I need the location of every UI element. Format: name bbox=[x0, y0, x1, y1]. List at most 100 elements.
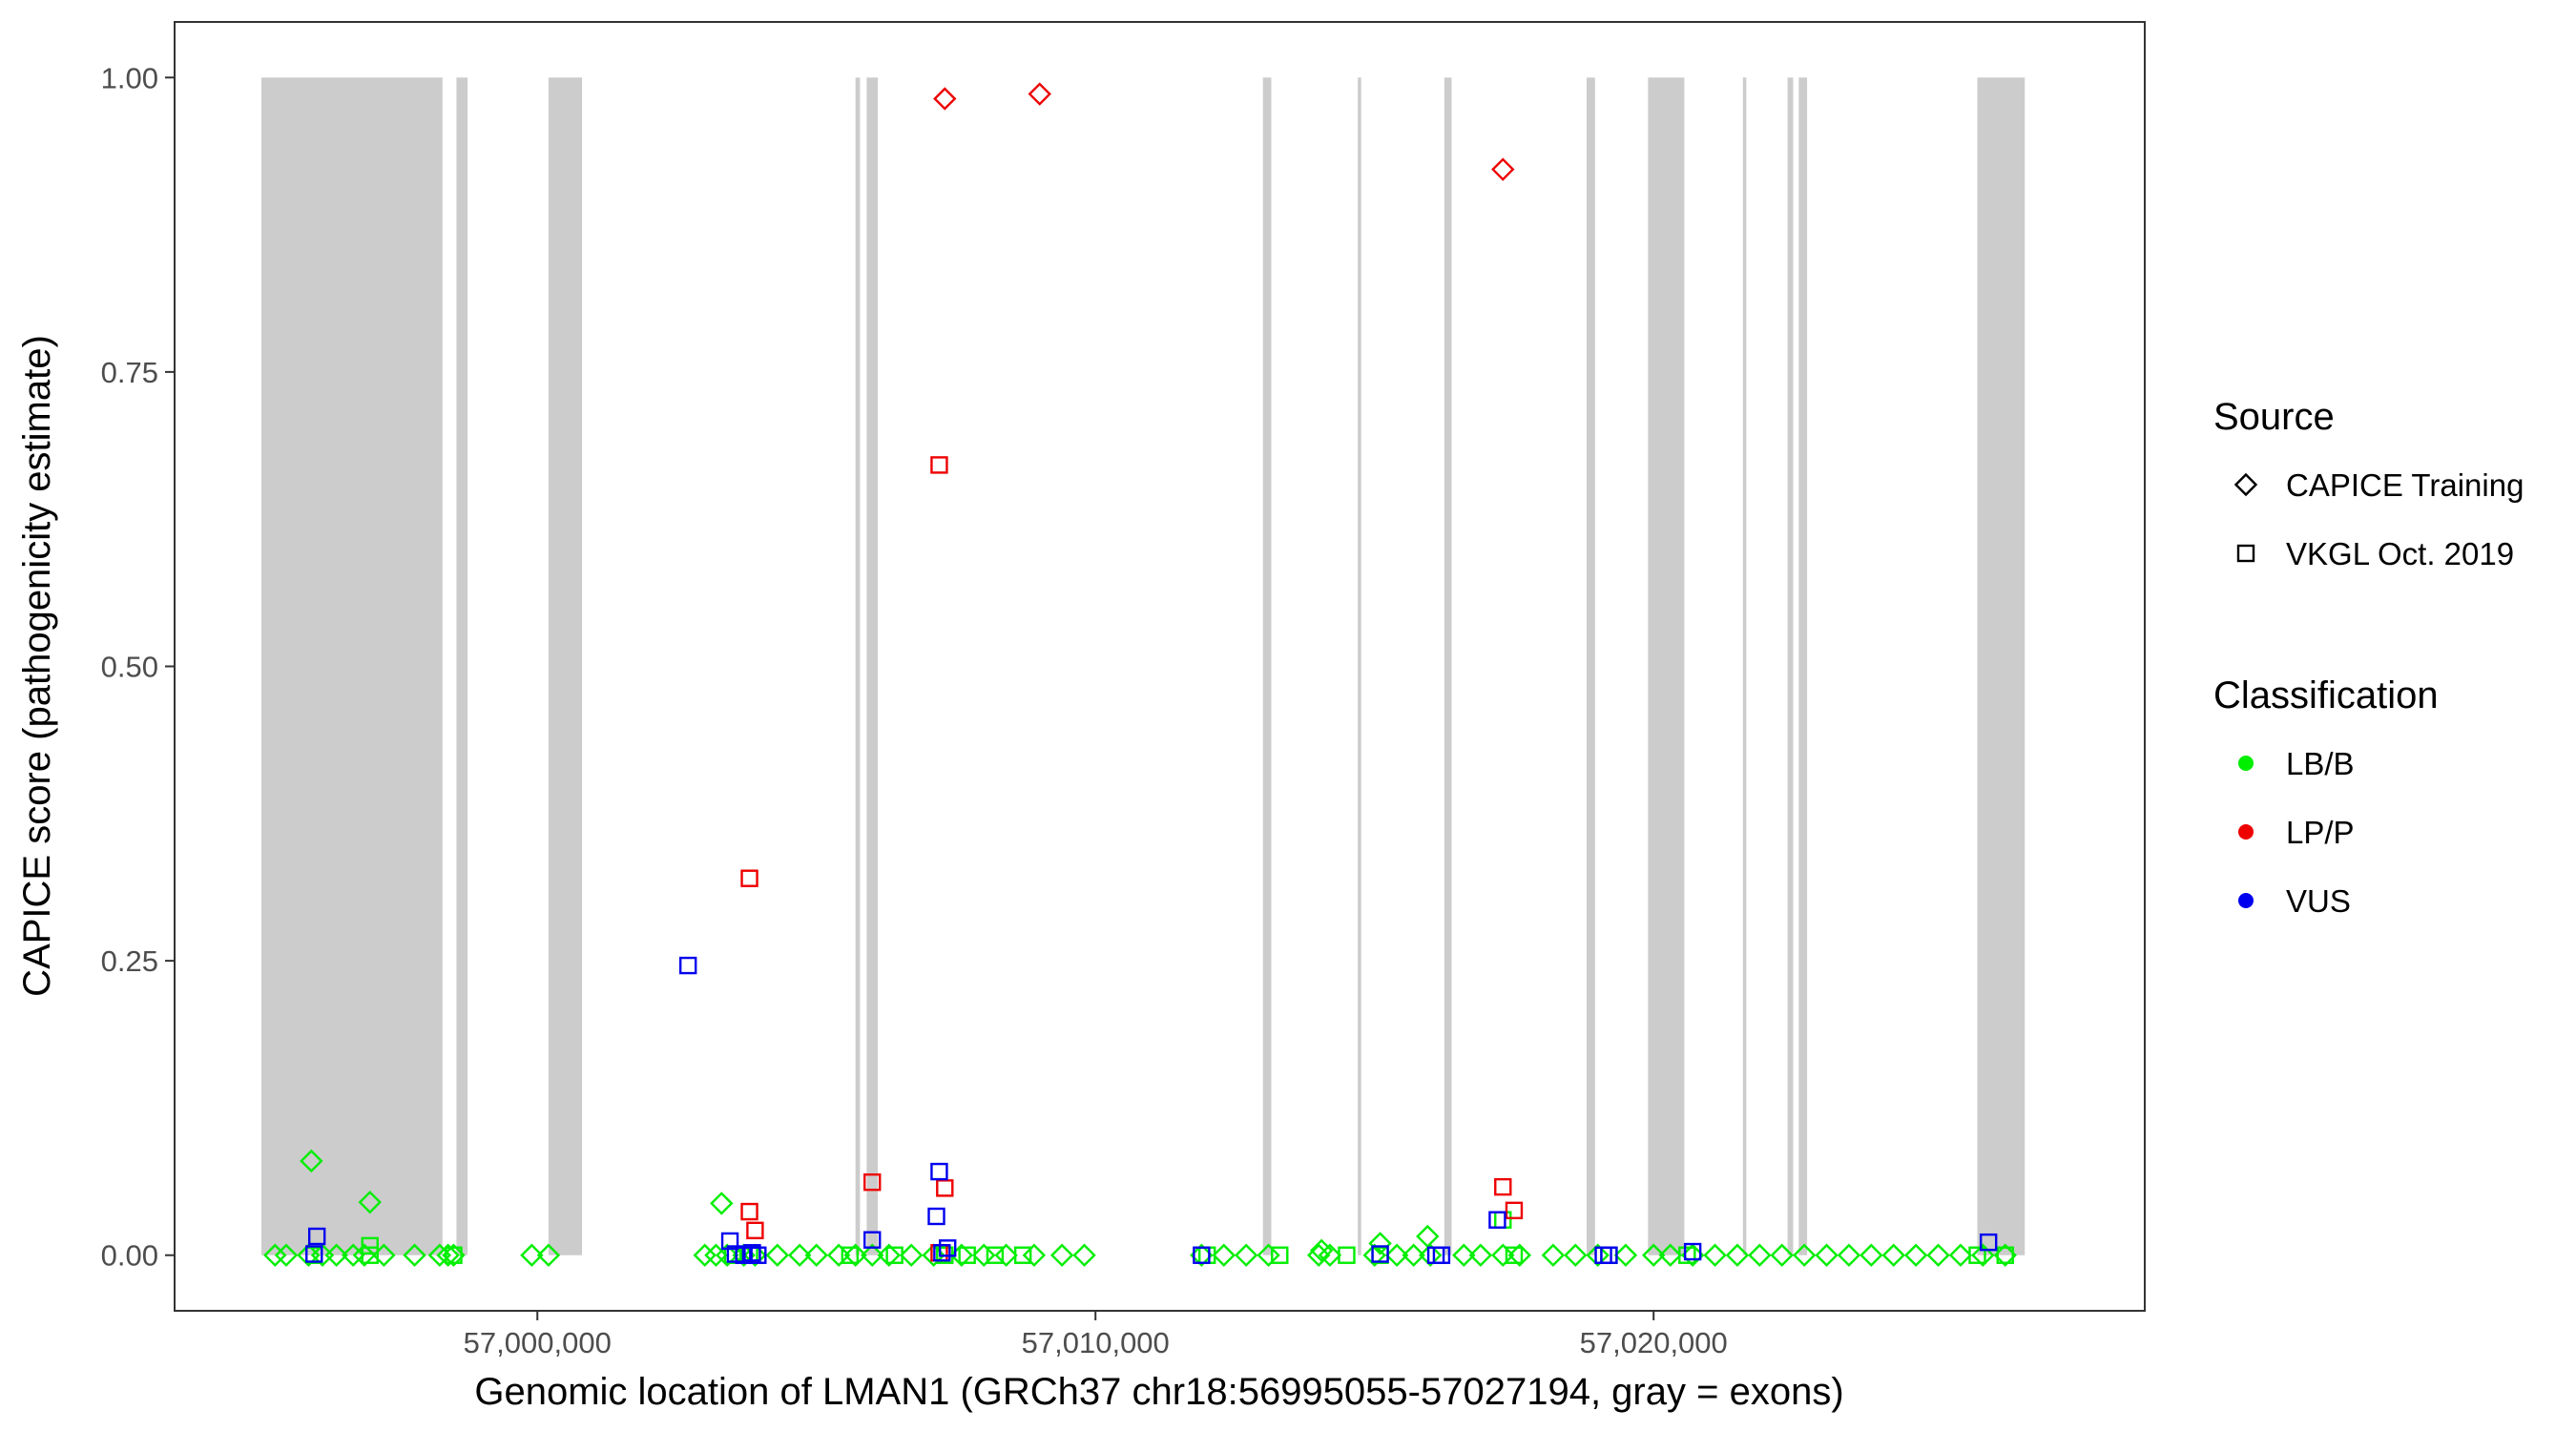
data-point-lbb-diamond bbox=[1703, 1243, 1727, 1267]
data-point-vus-square bbox=[933, 1244, 951, 1262]
legend-color-dot bbox=[2238, 756, 2254, 771]
data-point-lbb-diamond bbox=[1072, 1243, 1096, 1267]
legend-class-label: LP/P bbox=[2286, 815, 2355, 850]
axis-layer: 0.00 0.25 0.50 0.75 1.00 57,000,000 57,010,000… bbox=[101, 61, 1728, 1359]
y-tick-label: 0.25 bbox=[101, 944, 158, 978]
exon-bar bbox=[1262, 77, 1272, 1255]
data-point-vus-square bbox=[749, 1246, 767, 1264]
data-point-lbb-diamond bbox=[1837, 1243, 1861, 1267]
legend-class-label: LB/B bbox=[2286, 746, 2355, 781]
data-point-lbb-square bbox=[361, 1236, 379, 1255]
data-point-lbb-diamond bbox=[1658, 1243, 1682, 1267]
data-point-lbb-diamond bbox=[704, 1243, 728, 1267]
exon-bar bbox=[548, 77, 583, 1255]
exon-bar bbox=[1648, 77, 1685, 1255]
y-tick-label: 1.00 bbox=[101, 61, 158, 94]
exon-bar bbox=[1787, 77, 1794, 1255]
data-point-lbb-diamond bbox=[877, 1243, 901, 1267]
data-point-lbb-diamond bbox=[765, 1243, 789, 1267]
data-point-lbb-diamond bbox=[1564, 1243, 1588, 1267]
data-point-lbb-diamond bbox=[1402, 1243, 1425, 1267]
data-point-vus-square bbox=[939, 1239, 957, 1257]
data-point-lbb-diamond bbox=[1926, 1243, 1950, 1267]
data-point-lbb-diamond bbox=[1748, 1243, 1772, 1267]
data-point-lbb-diamond bbox=[1049, 1243, 1074, 1267]
data-point-lbb-diamond bbox=[274, 1243, 299, 1267]
data-point-lbb-diamond bbox=[1971, 1243, 1995, 1267]
data-point-lbb-diamond bbox=[263, 1243, 287, 1267]
data-point-lbb-diamond bbox=[520, 1243, 544, 1267]
data-point-vus-square bbox=[1980, 1233, 1998, 1252]
data-point-lbb-diamond bbox=[861, 1243, 884, 1267]
data-point-lbb-diamond bbox=[300, 1149, 323, 1173]
exon-bar bbox=[456, 77, 468, 1255]
data-point-lbb-diamond bbox=[1642, 1243, 1666, 1267]
data-point-lbb-diamond bbox=[826, 1243, 851, 1267]
data-point-lbb-square bbox=[1271, 1246, 1289, 1264]
data-point-lbb-square bbox=[841, 1246, 860, 1264]
data-point-lbb-diamond bbox=[743, 1243, 767, 1267]
legend-square-symbol bbox=[2236, 544, 2255, 563]
data-point-lbb-square bbox=[1968, 1246, 1986, 1264]
legend-color-dot bbox=[2238, 824, 2254, 840]
data-point-lbb-diamond bbox=[1507, 1243, 1532, 1267]
data-point-lbb-diamond bbox=[715, 1243, 739, 1267]
legend-source-entries: CAPICE Training VKGL Oct. 2019 bbox=[2233, 467, 2524, 571]
legend-color-dot bbox=[2238, 893, 2254, 908]
data-point-lbb-square bbox=[986, 1246, 1005, 1264]
data-point-lbb-diamond bbox=[1468, 1243, 1493, 1267]
data-point-lbb-diamond bbox=[1770, 1243, 1794, 1267]
data-point-vus-square bbox=[1683, 1242, 1702, 1261]
data-point-vus-square bbox=[863, 1231, 882, 1249]
data-point-lpp-square bbox=[746, 1221, 764, 1240]
data-point-lbb-diamond bbox=[1309, 1238, 1334, 1262]
data-point-vus-square bbox=[678, 956, 697, 975]
y-tick-label: 0.00 bbox=[101, 1239, 158, 1273]
data-point-lpp-square bbox=[1494, 1177, 1512, 1196]
data-point-lbb-square bbox=[1338, 1246, 1356, 1264]
data-point-lbb-diamond bbox=[1416, 1224, 1440, 1249]
exon-bar bbox=[260, 77, 443, 1255]
data-point-lpp-square bbox=[740, 1202, 758, 1221]
data-point-lbb-diamond bbox=[843, 1243, 867, 1267]
data-point-vus-square bbox=[1488, 1211, 1506, 1229]
x-tick-label: 57,010,000 bbox=[1022, 1326, 1170, 1359]
legend-classification-title: Classification bbox=[2213, 674, 2439, 716]
data-point-lbb-diamond bbox=[358, 1190, 382, 1214]
data-point-lbb-diamond bbox=[1586, 1243, 1610, 1267]
data-point-vus-square bbox=[305, 1245, 323, 1263]
data-point-vus-square bbox=[927, 1207, 945, 1226]
legend: Source CAPICE Training VKGL Oct. 2019 Cla… bbox=[2213, 396, 2524, 919]
data-point-lbb-square bbox=[1996, 1246, 2014, 1264]
data-point-lbb-square bbox=[1505, 1246, 1524, 1264]
data-point-lbb-diamond bbox=[1881, 1243, 1905, 1267]
y-tick-label: 0.75 bbox=[101, 356, 158, 389]
legend-source-label: VKGL Oct. 2019 bbox=[2286, 536, 2514, 571]
data-point-lpp-diamond bbox=[1491, 157, 1515, 181]
data-point-lbb-diamond bbox=[1384, 1243, 1409, 1267]
data-point-lbb-diamond bbox=[1318, 1243, 1342, 1267]
data-point-lbb-diamond bbox=[1368, 1232, 1392, 1255]
data-point-lpp-square bbox=[930, 456, 948, 474]
point-layer bbox=[263, 82, 2017, 1267]
data-point-lbb-diamond bbox=[1725, 1243, 1750, 1267]
data-point-lbb-diamond bbox=[352, 1243, 377, 1267]
y-tick-label: 0.50 bbox=[101, 651, 158, 684]
data-point-vus-square bbox=[930, 1162, 948, 1181]
data-point-lbb-square bbox=[1013, 1246, 1032, 1264]
data-point-lbb-diamond bbox=[693, 1243, 717, 1267]
exon-bar bbox=[1977, 77, 2025, 1255]
data-point-lbb-diamond bbox=[1613, 1243, 1638, 1267]
legend-source-title: Source bbox=[2213, 396, 2335, 438]
exon-bar bbox=[1587, 77, 1595, 1255]
data-point-lbb-square bbox=[958, 1246, 976, 1264]
exon-bar bbox=[855, 77, 861, 1255]
data-point-lbb-diamond bbox=[1022, 1243, 1047, 1267]
data-point-vus-square bbox=[1432, 1246, 1451, 1264]
data-point-lbb-diamond bbox=[403, 1243, 426, 1267]
data-point-lbb-square bbox=[361, 1246, 379, 1264]
data-point-lbb-diamond bbox=[787, 1243, 812, 1267]
exon-bar bbox=[866, 77, 879, 1255]
data-point-vus-square bbox=[720, 1232, 739, 1251]
data-point-lbb-square bbox=[885, 1246, 904, 1264]
